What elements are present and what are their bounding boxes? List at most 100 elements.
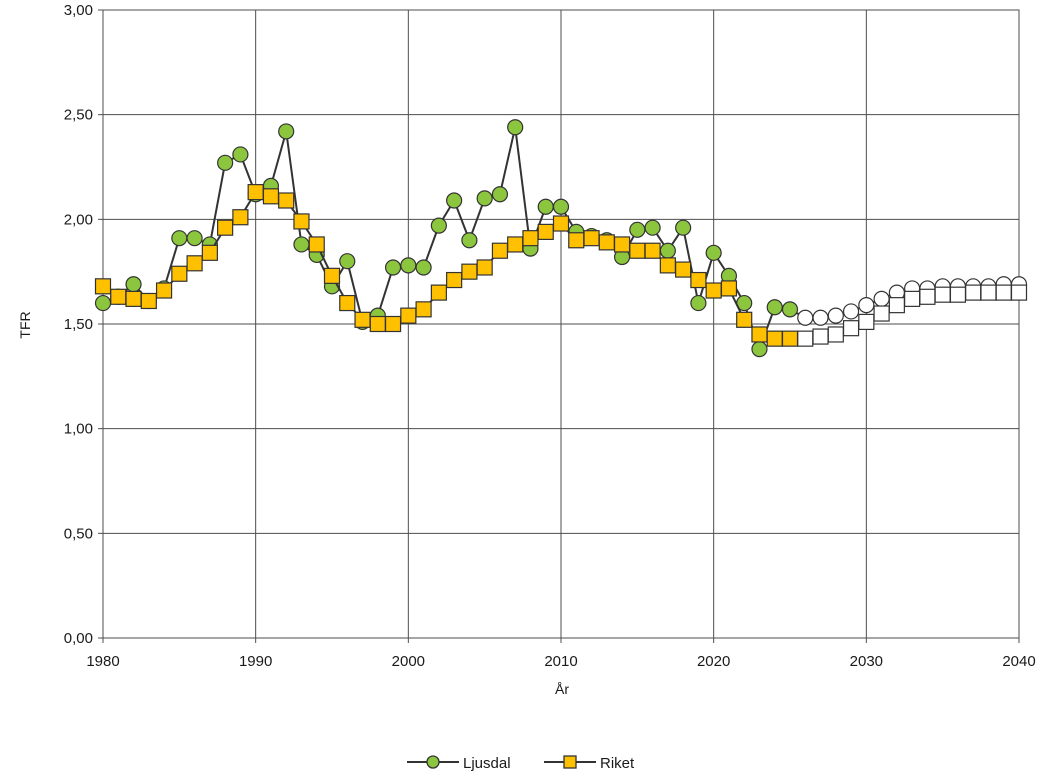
data-point-riket	[217, 219, 234, 236]
data-point-ljusdal	[278, 123, 295, 140]
x-tick-label: 2030	[850, 653, 883, 670]
data-point-riket	[812, 328, 829, 345]
data-point-riket	[339, 294, 356, 312]
x-tick-label: 2020	[697, 653, 730, 670]
data-point-ljusdal	[690, 294, 707, 312]
data-point-riket	[262, 188, 280, 205]
data-point-riket	[598, 234, 615, 251]
data-point-riket	[446, 271, 463, 289]
data-point-riket	[384, 315, 402, 333]
data-point-riket	[476, 259, 493, 276]
data-point-riket	[583, 230, 600, 247]
data-point-ljusdal	[339, 253, 356, 270]
data-point-riket	[369, 315, 386, 333]
data-point-riket	[995, 284, 1012, 301]
data-point-riket	[415, 301, 432, 318]
data-point-riket	[827, 326, 844, 343]
data-point-riket	[629, 242, 646, 259]
data-point-riket	[919, 288, 936, 305]
data-point-riket	[125, 290, 142, 307]
data-point-riket	[980, 284, 997, 301]
data-point-ljusdal	[507, 119, 524, 136]
data-point-ljusdal	[232, 146, 249, 163]
x-tick-label: 2000	[392, 653, 425, 670]
grid	[102, 9, 1020, 639]
data-point-ljusdal	[873, 290, 890, 307]
data-point-ljusdal	[476, 190, 493, 207]
y-tick-label: 2,50	[64, 107, 93, 124]
data-point-riket	[400, 307, 417, 324]
data-point-riket	[659, 257, 676, 274]
data-point-riket	[1010, 284, 1028, 301]
data-point-riket	[491, 242, 509, 259]
data-point-ljusdal	[705, 244, 722, 261]
data-point-riket	[323, 267, 341, 284]
legend-item-riket: Riket	[544, 755, 635, 772]
y-tick-label: 0,50	[64, 525, 93, 542]
data-point-ljusdal	[400, 257, 417, 274]
data-point-ljusdal	[781, 301, 799, 318]
data-point-riket	[247, 184, 264, 201]
data-point-ljusdal	[751, 341, 768, 358]
data-point-ljusdal	[552, 198, 570, 215]
data-point-riket	[552, 215, 570, 232]
data-point-riket	[858, 313, 875, 331]
y-tick-label: 2,00	[64, 211, 93, 228]
x-tick-label: 1990	[239, 653, 272, 670]
data-point-ljusdal	[446, 192, 463, 209]
data-point-ljusdal	[384, 259, 402, 276]
data-point-riket	[308, 236, 325, 253]
data-point-ljusdal	[797, 309, 814, 326]
data-point-riket	[766, 330, 783, 347]
data-point-riket	[644, 242, 661, 259]
data-point-riket	[797, 330, 814, 347]
legend-item-ljusdal: Ljusdal	[407, 755, 511, 772]
data-point-ljusdal	[430, 217, 447, 234]
data-point-riket	[873, 305, 890, 322]
data-point-ljusdal	[293, 236, 310, 253]
series-riket	[94, 184, 1028, 347]
data-point-riket	[705, 282, 722, 299]
data-point-riket	[354, 311, 371, 328]
data-point-ljusdal	[461, 232, 478, 249]
data-point-riket	[522, 230, 539, 247]
plot-area-border	[102, 9, 1020, 639]
data-point-riket	[140, 292, 157, 310]
legend-label-riket: Riket	[600, 755, 635, 772]
data-point-riket	[155, 282, 173, 299]
data-point-riket	[430, 284, 447, 301]
data-point-ljusdal	[491, 186, 509, 203]
data-point-ljusdal	[858, 297, 875, 314]
data-point-ljusdal	[812, 309, 829, 326]
x-tick-label: 2040	[1002, 653, 1035, 670]
data-point-riket	[751, 326, 768, 343]
data-point-riket	[690, 271, 707, 289]
data-point-ljusdal	[629, 221, 646, 238]
y-tick-label: 3,00	[64, 2, 93, 19]
data-point-riket	[186, 255, 203, 272]
axes	[98, 9, 1020, 643]
data-point-ljusdal	[644, 219, 661, 236]
data-point-riket	[720, 280, 738, 297]
data-point-ljusdal	[415, 259, 432, 276]
data-point-riket	[842, 320, 860, 337]
data-point-ljusdal	[217, 154, 234, 171]
data-point-riket	[537, 223, 554, 240]
data-point-riket	[110, 288, 127, 305]
series	[94, 119, 1028, 358]
data-point-ljusdal	[766, 299, 783, 316]
legend-marker-riket	[563, 755, 577, 769]
data-point-riket	[507, 236, 524, 253]
y-tick-label: 0,00	[64, 630, 93, 647]
data-point-riket	[934, 286, 951, 303]
y-axis-title: TFR	[17, 311, 33, 338]
data-point-riket	[568, 232, 585, 249]
data-point-riket	[736, 311, 753, 328]
tick-labels: 1980 1990 2000 2010 2020 2030 2040 0,00 0,50 1,00…	[64, 2, 1036, 670]
data-point-riket	[613, 236, 631, 253]
x-axis-title: År	[555, 681, 569, 697]
x-tick-label: 2010	[544, 653, 577, 670]
y-tick-label: 1,50	[64, 316, 93, 333]
data-point-ljusdal	[186, 230, 203, 247]
